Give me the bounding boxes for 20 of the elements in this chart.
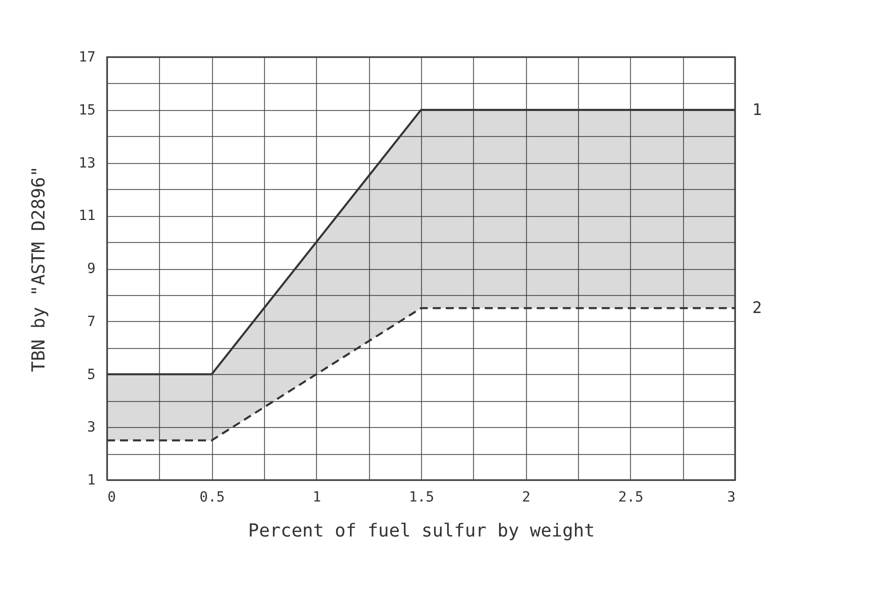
x-tick-label: 2 <box>522 490 530 506</box>
y-tick-label: 7 <box>87 314 96 330</box>
y-tick-label: 5 <box>87 366 96 383</box>
x-tick-label: 1.5 <box>408 490 434 506</box>
y-tick-label: 3 <box>87 420 96 436</box>
x-axis-title: Percent of fuel sulfur by weight <box>248 520 595 542</box>
x-tick-label: 1 <box>312 490 322 506</box>
x-tick-label: 3 <box>727 490 736 506</box>
x-tick-label: 0.5 <box>200 490 225 506</box>
x-tick-label: 0 <box>108 490 116 506</box>
y-tick-label: 11 <box>78 208 96 224</box>
y-tick-label: 1 <box>87 472 96 488</box>
y-axis-title: TBN by "ASTM D2896" <box>28 166 50 372</box>
y-tick-label: 13 <box>78 155 96 172</box>
series-label: 1 <box>752 100 762 119</box>
y-tick-label: 9 <box>87 261 96 277</box>
series-label: 2 <box>752 298 762 318</box>
y-tick-label: 15 <box>78 102 96 118</box>
y-tick-label: 17 <box>78 50 96 66</box>
x-tick-label: 2.5 <box>618 490 644 506</box>
